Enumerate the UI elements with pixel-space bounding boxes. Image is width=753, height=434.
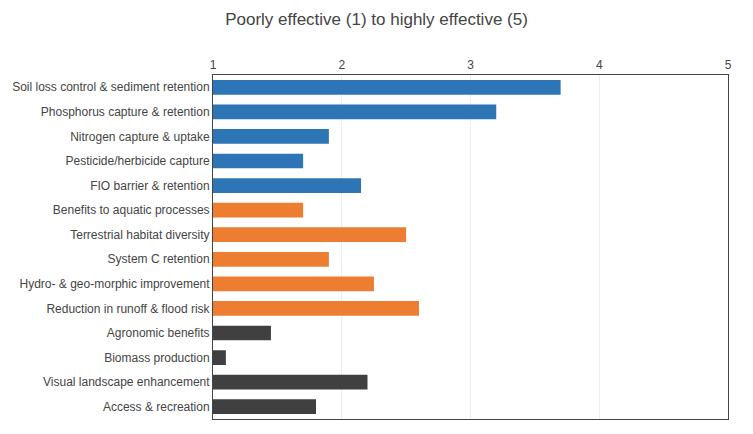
svg-text:3: 3 <box>467 58 474 72</box>
svg-text:4: 4 <box>596 58 603 72</box>
svg-text:Phosphorus capture & retention: Phosphorus capture & retention <box>41 105 210 119</box>
svg-text:1: 1 <box>210 58 217 72</box>
svg-text:Reduction in runoff & flood ri: Reduction in runoff & flood risk <box>46 302 210 316</box>
svg-text:Biomass production: Biomass production <box>104 351 209 365</box>
svg-text:Poorly effective (1) to highly: Poorly effective (1) to highly effective… <box>225 10 528 29</box>
svg-text:2: 2 <box>338 58 345 72</box>
svg-text:Hydro- & geo-morphic improveme: Hydro- & geo-morphic improvement <box>20 277 211 291</box>
svg-text:Nitrogen capture & uptake: Nitrogen capture & uptake <box>70 130 210 144</box>
svg-text:Agronomic benefits: Agronomic benefits <box>107 326 210 340</box>
svg-text:System C retention: System C retention <box>108 252 210 266</box>
svg-text:Visual landscape enhancement: Visual landscape enhancement <box>43 375 210 389</box>
svg-text:Terrestrial habitat diversity: Terrestrial habitat diversity <box>70 228 209 242</box>
svg-text:FIO barrier & retention: FIO barrier & retention <box>90 179 209 193</box>
svg-text:Access & recreation: Access & recreation <box>103 400 210 414</box>
svg-text:Pesticide/herbicide capture: Pesticide/herbicide capture <box>66 154 210 168</box>
svg-text:Soil loss control & sediment r: Soil loss control & sediment retention <box>12 80 209 94</box>
svg-text:Benefits to aquatic processes: Benefits to aquatic processes <box>53 203 210 217</box>
svg-text:5: 5 <box>725 58 732 72</box>
